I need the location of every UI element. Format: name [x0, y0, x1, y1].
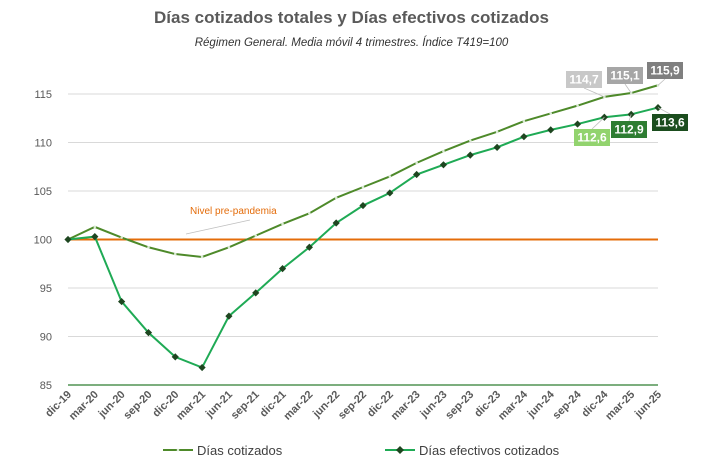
x-tick-mar-24: mar-24 — [496, 388, 531, 423]
data-label-box-dias-cotizados-20 — [566, 71, 602, 88]
data-label-dias-efectivos-22: 113,6 — [655, 116, 685, 130]
point-dias-efectivos-sep-24 — [573, 120, 582, 128]
chart-subtitle: Régimen General. Media móvil 4 trimestre… — [194, 37, 509, 49]
reference-leader-line — [185, 219, 251, 235]
x-tick-jun-25: jun-25 — [632, 389, 664, 421]
point-dias-efectivos-dic-21 — [278, 265, 287, 273]
data-label-box-dias-efectivos-20 — [574, 129, 610, 146]
point-dias-efectivos-sep-22 — [359, 201, 367, 210]
data-label-dias-efectivos-21: 112,9 — [614, 123, 644, 137]
point-dias-efectivos-mar-25 — [627, 110, 635, 118]
label-leader-dias-cotizados-22 — [657, 78, 666, 86]
y-tick-95: 95 — [40, 283, 52, 295]
point-dias-efectivos-mar-24 — [520, 133, 528, 141]
point-dias-cotizados-dic-23 — [495, 130, 499, 134]
data-label-box-dias-efectivos-22 — [652, 114, 688, 131]
data-label-dias-cotizados-20: 114,7 — [569, 73, 599, 87]
point-dias-cotizados-mar-21 — [200, 255, 204, 259]
label-leader-dias-efectivos-22 — [657, 107, 671, 115]
y-tick-90: 90 — [40, 332, 52, 344]
point-dias-cotizados-dic-20 — [173, 252, 177, 256]
legend-marker-dias-efectivos — [396, 446, 404, 454]
label-leader-dias-efectivos-20 — [591, 116, 605, 130]
point-dias-cotizados-mar-23 — [415, 161, 418, 165]
x-tick-mar-25: mar-25 — [603, 389, 637, 423]
x-tick-sep-22: sep-22 — [336, 389, 369, 422]
point-dias-efectivos-jun-23 — [439, 161, 448, 169]
point-dias-cotizados-sep-23 — [468, 139, 472, 142]
point-dias-efectivos-mar-21 — [198, 363, 206, 372]
series-dias-efectivos-line — [67, 106, 659, 369]
point-dias-efectivos-mar-23 — [413, 170, 421, 179]
series-dias-cotizados-line — [67, 84, 659, 258]
point-dias-cotizados-jun-20 — [120, 236, 123, 239]
point-dias-efectivos-jun-24 — [547, 126, 555, 134]
chart-title: Días cotizados totales y Días efectivos … — [154, 8, 549, 27]
reference-label: Nivel pre-pandemia — [190, 206, 277, 217]
data-label-dias-cotizados-22: 115,9 — [650, 64, 680, 78]
point-dias-efectivos-sep-20 — [144, 329, 153, 337]
point-dias-efectivos-sep-23 — [466, 151, 474, 159]
point-dias-cotizados-sep-24 — [576, 104, 579, 107]
y-tick-110: 110 — [34, 138, 52, 150]
data-label-box-dias-cotizados-22 — [647, 62, 683, 79]
point-dias-efectivos-dic-22 — [386, 189, 394, 197]
x-tick-mar-23: mar-23 — [389, 389, 423, 423]
point-dias-cotizados-sep-20 — [147, 245, 150, 249]
point-dias-cotizados-sep-21 — [254, 234, 258, 237]
label-leader-dias-efectivos-21 — [628, 114, 632, 122]
x-tick-sep-23: sep-23 — [443, 389, 476, 422]
x-tick-sep-21: sep-21 — [229, 389, 262, 422]
point-dias-cotizados-mar-20 — [93, 225, 97, 229]
legend-label-dias-efectivos: Días efectivos cotizados — [419, 443, 560, 458]
point-dias-cotizados-mar-22 — [308, 212, 311, 215]
label-leader-dias-cotizados-21 — [624, 83, 632, 94]
point-dias-efectivos-mar-22 — [305, 243, 313, 251]
point-dias-efectivos-jun-20 — [118, 297, 126, 306]
point-dias-cotizados-sep-22 — [361, 185, 365, 189]
point-dias-cotizados-jun-21 — [227, 245, 231, 249]
data-label-dias-efectivos-20: 112,6 — [577, 131, 607, 145]
x-tick-mar-22: mar-22 — [281, 389, 315, 423]
data-label-box-dias-efectivos-21 — [611, 121, 647, 138]
point-dias-efectivos-dic-19 — [64, 235, 72, 244]
point-dias-cotizados-dic-21 — [281, 222, 284, 226]
y-tick-105: 105 — [34, 186, 52, 198]
label-leader-dias-cotizados-20 — [583, 87, 605, 98]
y-tick-100: 100 — [34, 235, 52, 247]
x-tick-mar-21: mar-21 — [174, 389, 208, 423]
point-dias-efectivos-mar-20 — [91, 232, 99, 241]
point-dias-efectivos-sep-21 — [252, 289, 260, 297]
x-tick-mar-20: mar-20 — [67, 389, 101, 423]
point-dias-cotizados-mar-24 — [522, 119, 526, 123]
data-label-dias-cotizados-21: 115,1 — [610, 69, 640, 83]
data-label-box-dias-cotizados-21 — [607, 67, 643, 84]
point-dias-cotizados-jun-23 — [442, 149, 445, 153]
y-tick-115: 115 — [34, 89, 52, 101]
point-dias-efectivos-jun-22 — [332, 219, 340, 227]
point-dias-cotizados-dic-22 — [388, 175, 392, 178]
point-dias-cotizados-jun-22 — [334, 196, 338, 200]
legend-label-dias-cotizados: Días cotizados — [197, 443, 283, 458]
y-tick-85: 85 — [40, 380, 52, 392]
legend-marker-dias-cotizados — [176, 448, 180, 452]
point-dias-efectivos-dic-23 — [493, 143, 501, 151]
point-dias-efectivos-jun-21 — [225, 312, 233, 320]
point-dias-efectivos-dic-20 — [171, 353, 179, 361]
x-tick-sep-24: sep-24 — [551, 388, 585, 422]
point-dias-cotizados-jun-24 — [549, 112, 553, 115]
x-tick-sep-20: sep-20 — [121, 389, 154, 422]
